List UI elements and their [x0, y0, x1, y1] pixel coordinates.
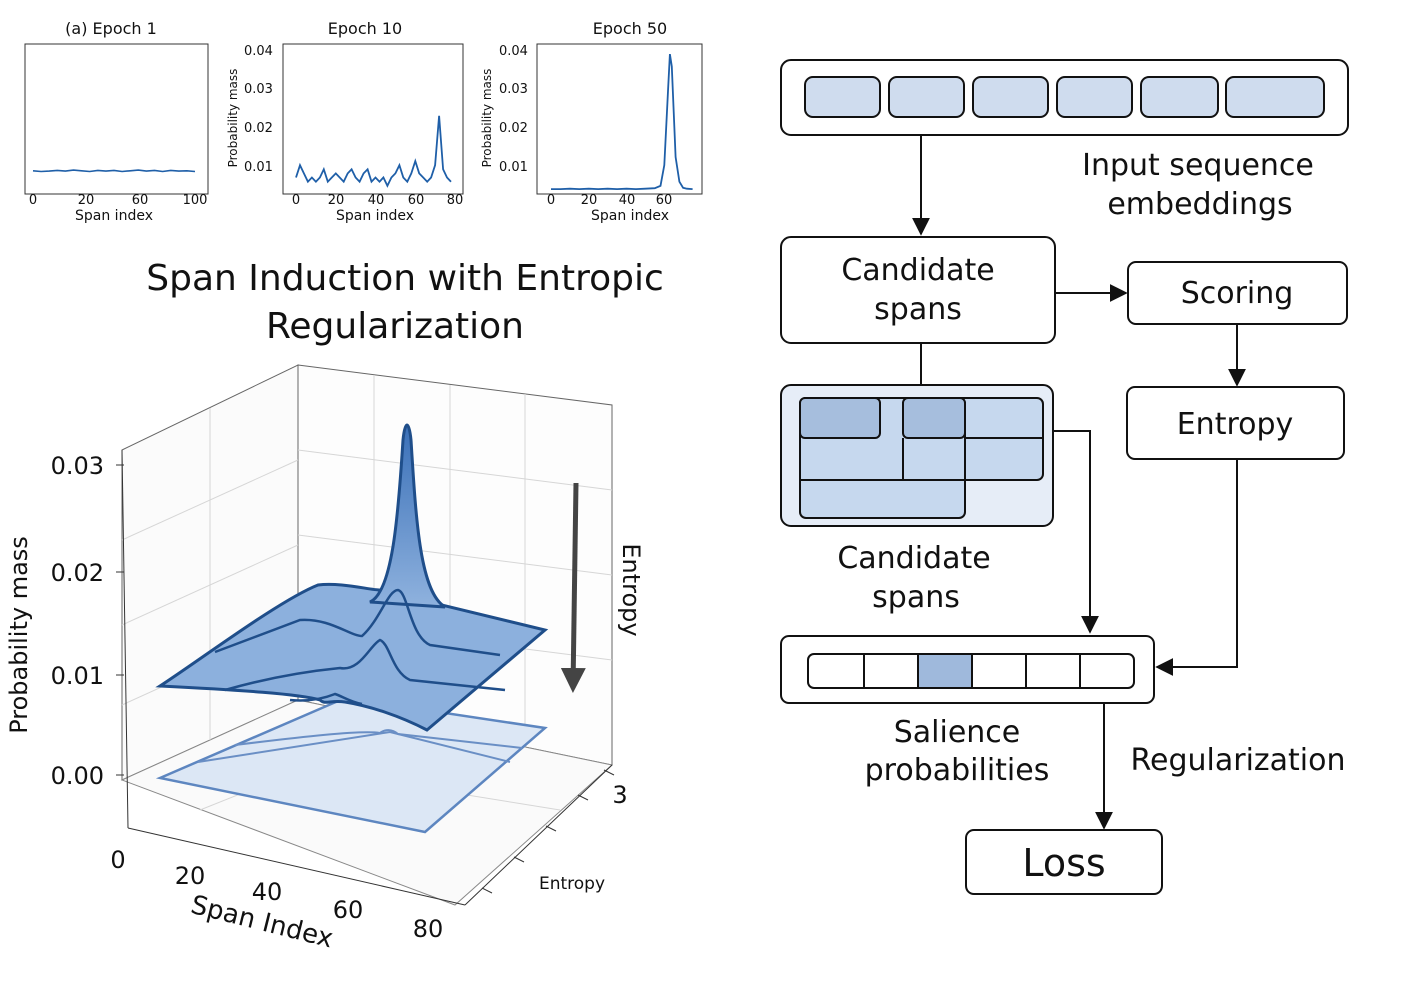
y-tick-label: 0.04 [244, 44, 273, 59]
plot-frame [536, 43, 703, 195]
loss-box [965, 829, 1163, 895]
arrow-entropy-to-salience [1155, 459, 1238, 676]
plot-frame [282, 43, 464, 195]
y-tick-label: 0.04 [499, 44, 528, 59]
z-axis [121, 449, 129, 829]
z-axis-label: Probability mass [5, 536, 33, 734]
chart-title: Epoch 50 [593, 19, 667, 38]
y-tick-label: 0.02 [499, 121, 528, 136]
flow-diagram: Input sequence embeddings Candidate span… [780, 59, 1349, 895]
high-entropy-layer [155, 582, 549, 732]
entropy-axis-label: Entropy [539, 874, 605, 894]
chart-title: (a) Epoch 1 [65, 19, 157, 38]
z-tick-label: 0.01 [51, 662, 104, 690]
small-chart-epoch-1: (a) Epoch 1 0 20 60 100 Span index [24, 19, 209, 224]
x-tick-label: 80 [413, 915, 444, 943]
x-tick-label: 20 [175, 862, 206, 890]
x-tick-label: 60 [333, 896, 364, 924]
series-line [551, 53, 693, 191]
low-entropy-layer [155, 696, 548, 834]
salience-label-line2: probabilities [865, 753, 1050, 788]
series-line [32, 169, 196, 173]
x-axis-label: Span index [75, 208, 153, 224]
y-tick-label: 0.03 [244, 82, 273, 97]
embedding-cells [804, 76, 1325, 118]
upper-layer-contours [214, 588, 506, 706]
salience-cell-dividers [863, 654, 1081, 688]
x-tick-label: 20 [328, 193, 345, 208]
entropy-arrow-label: Entropy [617, 543, 645, 636]
plot-frame [24, 43, 209, 195]
entropy-box [1126, 386, 1345, 460]
entropy-axis [464, 764, 613, 906]
x-axis-label: Span index [591, 208, 669, 224]
regularization-label: Regularization [1131, 743, 1346, 778]
z-tick-label: 0.00 [51, 762, 104, 790]
entropy-label: Entropy [1177, 407, 1294, 442]
candidate-label-line1: Candidate [837, 541, 990, 576]
input-label-line1: Input sequence [1082, 148, 1314, 183]
input-label-line2: embeddings [1107, 187, 1292, 222]
small-chart-epoch-10: Epoch 10 0.04 0.03 0.02 0.01 Probability… [226, 19, 464, 224]
x-tick-label: 0 [547, 193, 555, 208]
surface-plot: Span Induction with Entropic Regularizat… [5, 258, 664, 954]
span-blocks [799, 397, 1044, 519]
y-tick-label: 0.01 [244, 160, 273, 175]
x-tick-label: 0 [292, 193, 300, 208]
x-tick-label: 40 [619, 193, 636, 208]
z-tick-label: 0.03 [51, 452, 104, 480]
x-tick-label: 60 [656, 193, 673, 208]
y-tick-label: 0.02 [244, 121, 273, 136]
candidate-spans-box [780, 236, 1056, 344]
surface-title-line1: Span Induction with Entropic [146, 258, 664, 299]
x-tick-label: 0 [29, 193, 37, 208]
salience-label-line1: Salience [894, 715, 1021, 750]
x-axis [127, 827, 466, 906]
small-chart-epoch-50: Epoch 50 0.04 0.03 0.02 0.01 Probability… [480, 19, 703, 224]
chart-title: Epoch 10 [328, 19, 402, 38]
x-tick-label: 60 [132, 193, 149, 208]
y-tick-label: 0.01 [499, 160, 528, 175]
y-axis-label: Probability mass [226, 69, 240, 168]
x-tick-label: 60 [408, 193, 425, 208]
low-layer-contours [197, 729, 523, 763]
y-axis-label: Probability mass [480, 69, 494, 168]
surface-title-line2: Regularization [266, 306, 524, 347]
entropy-decrease-arrow [560, 482, 586, 693]
loss-label: Loss [1022, 841, 1105, 885]
x-tick-label: 40 [252, 878, 283, 906]
candidate-box-line2: spans [874, 292, 962, 327]
arrow-grid-to-salience [1053, 430, 1099, 634]
y-tick-label: 0.03 [499, 82, 528, 97]
scoring-label: Scoring [1181, 276, 1294, 311]
candidate-box-line1: Candidate [841, 253, 994, 288]
z-tick-label: 0.02 [51, 559, 104, 587]
salient-cell [918, 655, 972, 687]
x-tick-label: 40 [368, 193, 385, 208]
x-tick-label: 20 [78, 193, 95, 208]
x-axis-label: Span index [336, 208, 414, 224]
candidate-label-line2: spans [872, 580, 960, 615]
entropy-ticks [481, 769, 615, 894]
x-tick-label: 20 [581, 193, 598, 208]
entropy-tick-label: 3 [612, 781, 627, 809]
x-tick-label: 80 [447, 193, 464, 208]
series-line [295, 115, 452, 188]
probability-peak [369, 423, 446, 609]
z-ticks [116, 464, 124, 776]
x-tick-label: 0 [110, 846, 125, 874]
x-tick-label: 100 [183, 193, 208, 208]
